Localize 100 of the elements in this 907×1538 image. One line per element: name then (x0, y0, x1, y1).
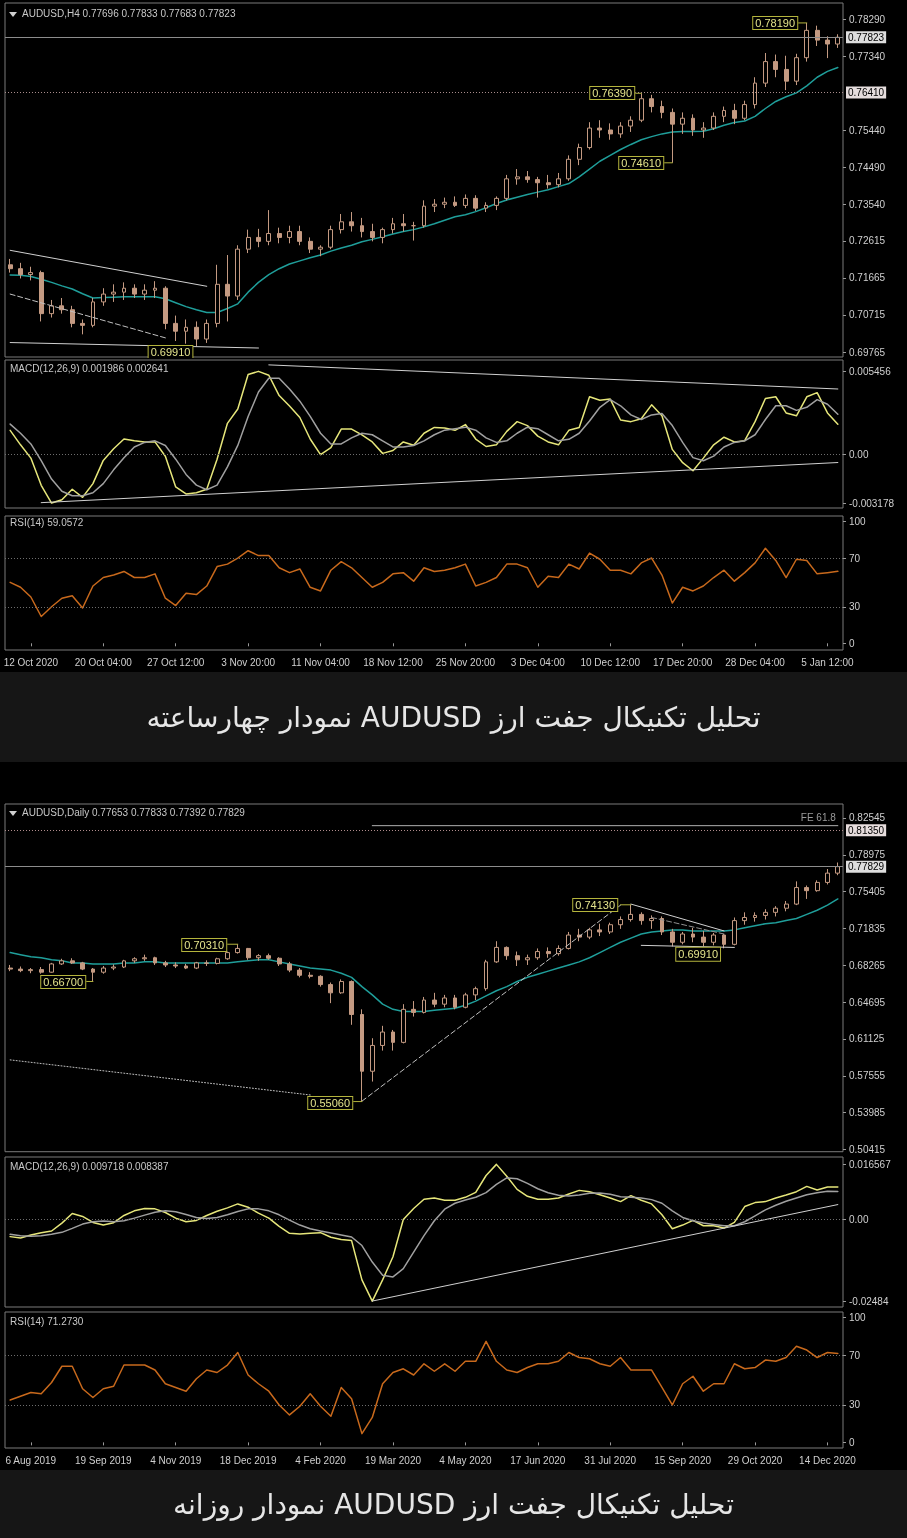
candlestick (204, 959, 209, 967)
candlestick (8, 258, 13, 274)
candlestick (297, 967, 302, 978)
candlestick (515, 168, 520, 186)
candlestick (39, 966, 44, 975)
annotation: 0.55060 (307, 1096, 353, 1110)
candlestick (235, 943, 240, 955)
x-tick-label: 6 Aug 2019 (5, 1454, 57, 1466)
x-tick-label: 12 Oct 2020 (3, 656, 59, 668)
y-tick-label: 0.005456 (849, 365, 892, 377)
candlestick (122, 281, 126, 301)
candlestick (432, 992, 437, 1008)
candlestick (556, 944, 561, 957)
annotation: 0.66700 (40, 975, 86, 989)
candlestick (422, 199, 426, 229)
candlestick (504, 945, 509, 961)
candlestick (680, 111, 685, 135)
x-tick-label: 25 Nov 20:00 (435, 656, 496, 668)
annotation: 0.78190 (752, 16, 798, 30)
line-series (9, 1163, 839, 1302)
candlestick (680, 931, 685, 945)
candlestick (184, 963, 188, 970)
candlestick (401, 213, 406, 233)
candlestick (215, 957, 220, 965)
candlestick (628, 904, 633, 923)
chart-title: AUDUSD,H4 0.77696 0.77833 0.77683 0.77823 (22, 7, 236, 19)
candlestick (422, 996, 426, 1014)
candlestick (328, 225, 333, 250)
x-tick-label: 18 Dec 2019 (219, 1454, 277, 1466)
y-tick-label: 0.68265 (849, 959, 886, 971)
candlestick (515, 951, 520, 967)
chart-title: RSI(14) 59.0572 (10, 516, 84, 528)
x-tick-label: 4 May 2020 (439, 1454, 492, 1466)
candlestick (753, 76, 757, 109)
annotation: 0.76390 (589, 86, 635, 100)
y-tick-label: 0.78290 (849, 13, 886, 25)
candlestick (742, 911, 747, 926)
x-tick-label: 11 Nov 04:00 (291, 656, 351, 668)
candlestick (204, 318, 209, 344)
candlestick (660, 100, 664, 119)
candlestick (784, 55, 789, 91)
candlestick (711, 111, 716, 131)
x-tick-label: 17 Jun 2020 (510, 1454, 566, 1466)
y-tick-label: 0.72615 (849, 235, 886, 247)
text: تحلیل تکنیکال جفت ارز AUDUSD نمودار چهارساعته (0, 672, 907, 762)
candlestick (649, 94, 654, 113)
candlestick (91, 967, 95, 982)
candlestick (670, 108, 675, 164)
candlestick (225, 254, 230, 322)
candlestick (835, 862, 840, 876)
candlestick (546, 174, 551, 190)
candlestick (722, 106, 726, 123)
candlestick (194, 320, 199, 347)
annotation: 0.74610 (618, 156, 664, 170)
candlestick (504, 174, 509, 201)
candlestick (463, 193, 468, 209)
candlestick (287, 225, 292, 244)
candlestick (722, 933, 726, 949)
candlestick (608, 922, 613, 935)
candlestick (80, 318, 85, 335)
candlestick (804, 22, 809, 63)
x-tick-label: 18 Nov 12:00 (363, 656, 424, 668)
annotation: 0.70310 (181, 938, 227, 952)
candlestick (639, 92, 644, 123)
x-tick-label: 5 Jan 12:00 (801, 656, 855, 668)
ref-line-label: 0.77823 (848, 31, 885, 43)
candlestick (391, 1029, 395, 1052)
x-tick-label: 29 Oct 2020 (727, 1454, 783, 1466)
candlestick (473, 194, 478, 212)
y-tick-label: 0.75405 (849, 886, 886, 898)
annotation: 0.74130 (572, 898, 618, 912)
candlestick (28, 967, 33, 974)
candlestick (535, 947, 540, 961)
candlestick (349, 979, 354, 1026)
candlestick (235, 244, 240, 301)
candlestick (153, 280, 157, 299)
candlestick (132, 283, 137, 299)
candlestick (691, 927, 695, 943)
candlestick (618, 121, 623, 139)
y-tick-label: -0.003178 (849, 497, 895, 509)
candlestick (670, 928, 675, 947)
candlestick (111, 963, 116, 971)
candlestick (442, 994, 447, 1008)
candlestick (794, 53, 799, 86)
annotation: 0.69910 (678, 948, 719, 961)
candlestick (380, 1025, 385, 1052)
x-tick-label: 20 Oct 04:00 (74, 656, 133, 668)
candlestick (525, 170, 530, 184)
candlestick (8, 964, 13, 972)
candlestick (266, 209, 271, 246)
candlestick (815, 879, 820, 893)
candlestick (597, 119, 602, 139)
candlestick (494, 195, 499, 211)
y-tick-label: 0.70715 (849, 309, 886, 321)
candlestick (453, 994, 457, 1010)
x-tick-label: 19 Sep 2019 (74, 1454, 133, 1466)
candlestick (28, 266, 33, 281)
candlestick (587, 121, 592, 151)
candlestick (608, 122, 613, 141)
x-tick-label: 17 Dec 20:00 (652, 656, 713, 668)
